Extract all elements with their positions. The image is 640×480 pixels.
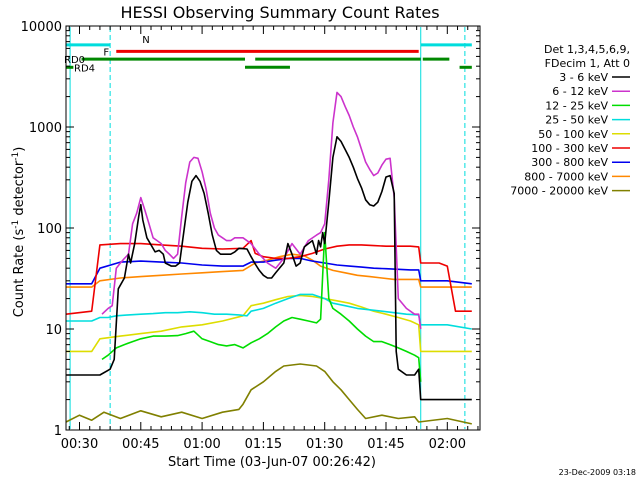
series-line-7 <box>66 253 472 288</box>
y-axis-title-mid: detector <box>12 160 27 220</box>
series-line-4 <box>66 294 472 353</box>
legend-label-3: 25 - 50 keV <box>545 114 608 127</box>
y-axis-title-end: ) <box>12 147 27 152</box>
legend-label-6: 300 - 800 keV <box>531 156 608 169</box>
y-tick-label-4: 10000 <box>21 20 62 35</box>
y-tick-label-2: 100 <box>37 222 62 237</box>
status-label-f: F <box>103 47 109 58</box>
x-tick-label-0: 00:30 <box>61 437 98 452</box>
legend-label-8: 7000 - 20000 keV <box>510 185 608 198</box>
series-line-3 <box>66 293 472 330</box>
x-tick-label-4: 01:30 <box>306 437 343 452</box>
series-line-8 <box>65 363 472 425</box>
x-tick-label-1: 00:45 <box>122 437 159 452</box>
status-label-rd4: RD4 <box>74 63 95 74</box>
y-axis-title-exp2: -1 <box>11 152 21 161</box>
series-line-1 <box>101 91 422 330</box>
legend-header-1: FDecim 1, Att 0 <box>545 57 630 70</box>
y-axis-title: Count Rate (s-1 detector-1) <box>11 147 27 318</box>
chart-title: HESSI Observing Summary Count Rates <box>120 3 439 22</box>
legend-label-5: 100 - 300 keV <box>531 142 608 155</box>
legend-label-0: 3 - 6 keV <box>559 71 608 84</box>
y-tick-label-1: 10 <box>45 323 62 338</box>
legend-label-7: 800 - 7000 keV <box>524 170 608 183</box>
legend: Det 1,3,4,5,6,9,FDecim 1, Att 03 - 6 keV… <box>510 43 630 198</box>
x-tick-label-6: 02:00 <box>429 437 466 452</box>
legend-label-1: 6 - 12 keV <box>552 85 608 98</box>
plot-area <box>65 27 472 429</box>
footer-timestamp: 23-Dec-2009 03:18 <box>559 468 636 477</box>
status-label-n: N <box>142 35 149 46</box>
series-line-2 <box>101 231 422 382</box>
status-label-rd0: RD0 <box>64 55 85 66</box>
x-tick-label-3: 01:15 <box>245 437 282 452</box>
series-line-0 <box>66 136 472 401</box>
y-axis-title-exp1: -1 <box>11 220 21 229</box>
x-axis: 00:30 00:45 01:00 01:15 01:30 01:45 02:00 <box>61 26 479 452</box>
y-axis-title-main: Count Rate (s <box>12 229 27 318</box>
y-axis: 1 10 100 1000 10000 <box>21 20 480 439</box>
x-axis-title: Start Time (03-Jun-07 00:26:42) <box>168 455 376 470</box>
legend-label-2: 12 - 25 keV <box>545 99 608 112</box>
x-tick-label-2: 01:00 <box>183 437 220 452</box>
y-tick-label-0: 1 <box>54 424 62 439</box>
y-tick-label-3: 1000 <box>29 121 62 136</box>
legend-header-0: Det 1,3,4,5,6,9, <box>544 43 630 56</box>
x-tick-label-5: 01:45 <box>367 437 404 452</box>
legend-label-4: 50 - 100 keV <box>538 128 608 141</box>
